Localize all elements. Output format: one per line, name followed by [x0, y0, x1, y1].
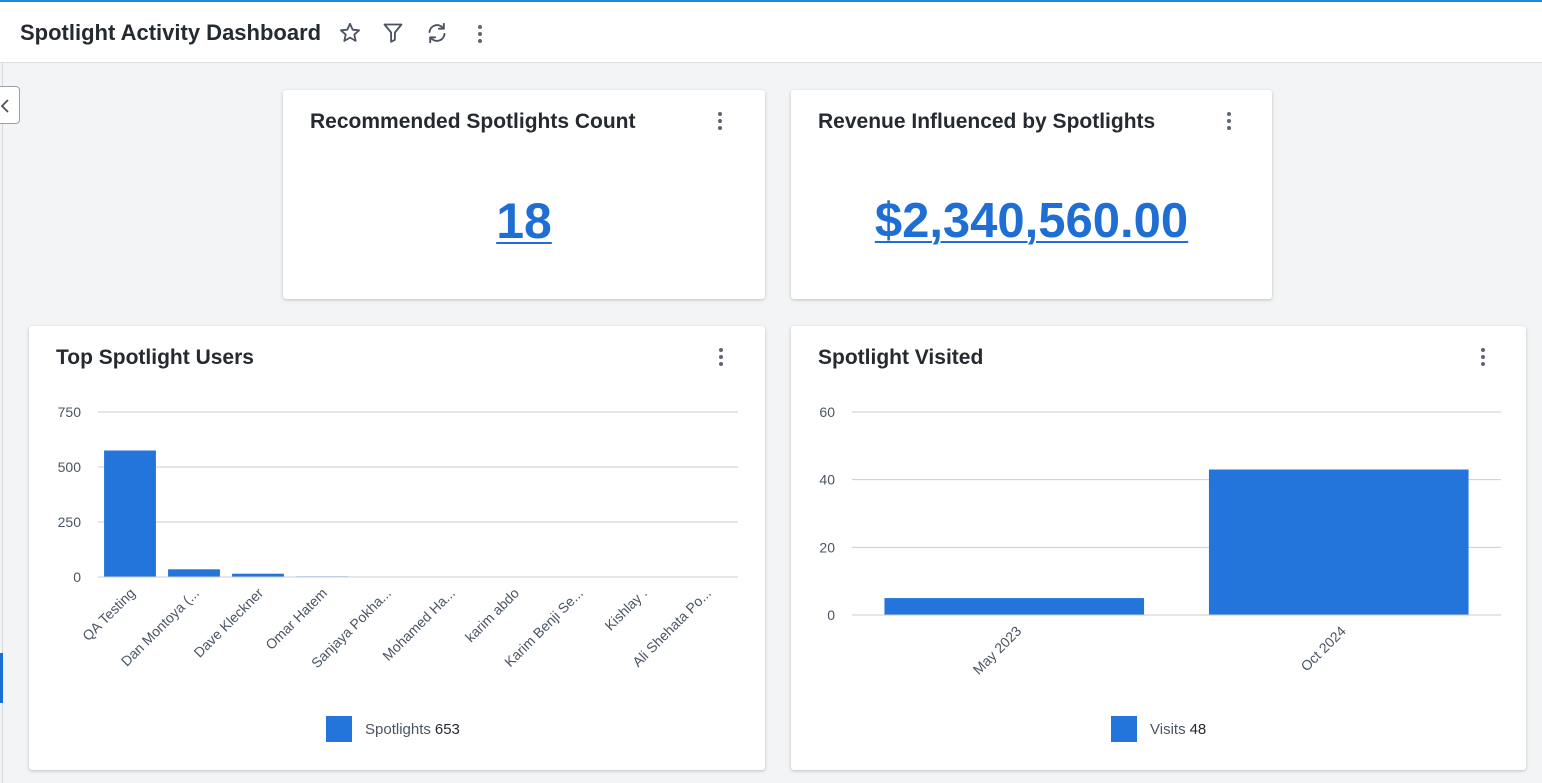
- legend-label: Spotlights: [365, 720, 431, 738]
- y-tick-label: 0: [73, 569, 81, 585]
- spotlight-visited-bar-chart: 0 20 40 60 May 2023 Oct 2024: [819, 404, 1501, 678]
- y-tick-label: 40: [819, 472, 835, 488]
- x-tick-label: Oct 2024: [1297, 623, 1349, 675]
- y-tick-label: 20: [819, 539, 835, 555]
- card-menu-icon[interactable]: [716, 109, 724, 133]
- top-spotlight-users-card: Top Spotlight Users 0 250 500 750 QA Testing…: [29, 326, 765, 770]
- card-menu-icon[interactable]: [1479, 345, 1487, 369]
- left-panel-edge: [2, 63, 3, 783]
- chart-legend[interactable]: Spotlights 653: [326, 716, 460, 742]
- legend-total: 48: [1189, 720, 1207, 738]
- revenue-value[interactable]: $2,340,560.00: [874, 194, 1189, 248]
- spotlight-visited-card: Spotlight Visited 0 20 40 60 May 2023 Oct 202…: [791, 326, 1526, 770]
- x-tick-label: May 2023: [970, 623, 1025, 678]
- card-menu-icon[interactable]: [1225, 109, 1233, 133]
- y-tick-label: 750: [58, 404, 82, 420]
- card-menu-icon[interactable]: [717, 345, 725, 369]
- filter-icon[interactable]: [381, 21, 405, 45]
- legend-total: 653: [434, 720, 460, 738]
- collapse-panel-button[interactable]: [0, 86, 20, 124]
- side-nav-indicator: [0, 653, 3, 703]
- legend-label: Visits: [1150, 720, 1186, 738]
- bar: [168, 569, 220, 577]
- x-tick-label: Omar Hatem: [262, 585, 330, 653]
- x-tick-label: karim abdo: [462, 585, 522, 645]
- top-accent-line: [0, 0, 1542, 2]
- card-title: Revenue Influenced by Spotlights: [818, 110, 1156, 133]
- bar: [1208, 469, 1469, 615]
- chart-title: Spotlight Visited: [818, 346, 984, 369]
- recommended-count-value[interactable]: 18: [496, 193, 552, 249]
- chart-legend[interactable]: Visits 48: [1111, 716, 1206, 742]
- revenue-influenced-card: Revenue Influenced by Spotlights $2,340,…: [791, 90, 1272, 299]
- y-tick-label: 60: [819, 404, 835, 420]
- y-tick-label: 250: [58, 514, 82, 530]
- legend-swatch: [1111, 716, 1137, 742]
- recommended-spotlights-card: Recommended Spotlights Count 18: [283, 90, 765, 299]
- x-tick-label: QA Testing: [79, 585, 138, 644]
- card-title: Recommended Spotlights Count: [310, 110, 636, 133]
- refresh-icon[interactable]: [425, 21, 449, 45]
- x-tick-label: Kishlay .: [601, 585, 650, 634]
- y-tick-label: 0: [827, 607, 835, 623]
- dashboard-header: Spotlight Activity Dashboard: [0, 2, 1542, 63]
- more-vertical-icon[interactable]: [476, 22, 484, 46]
- bar: [884, 598, 1145, 615]
- chevron-left-icon: [0, 99, 9, 113]
- bar: [104, 450, 156, 577]
- page-title: Spotlight Activity Dashboard: [20, 20, 322, 45]
- bar: [232, 573, 284, 577]
- legend-swatch: [326, 716, 352, 742]
- y-tick-label: 500: [58, 459, 82, 475]
- star-icon[interactable]: [338, 21, 362, 45]
- chart-title: Top Spotlight Users: [56, 346, 254, 369]
